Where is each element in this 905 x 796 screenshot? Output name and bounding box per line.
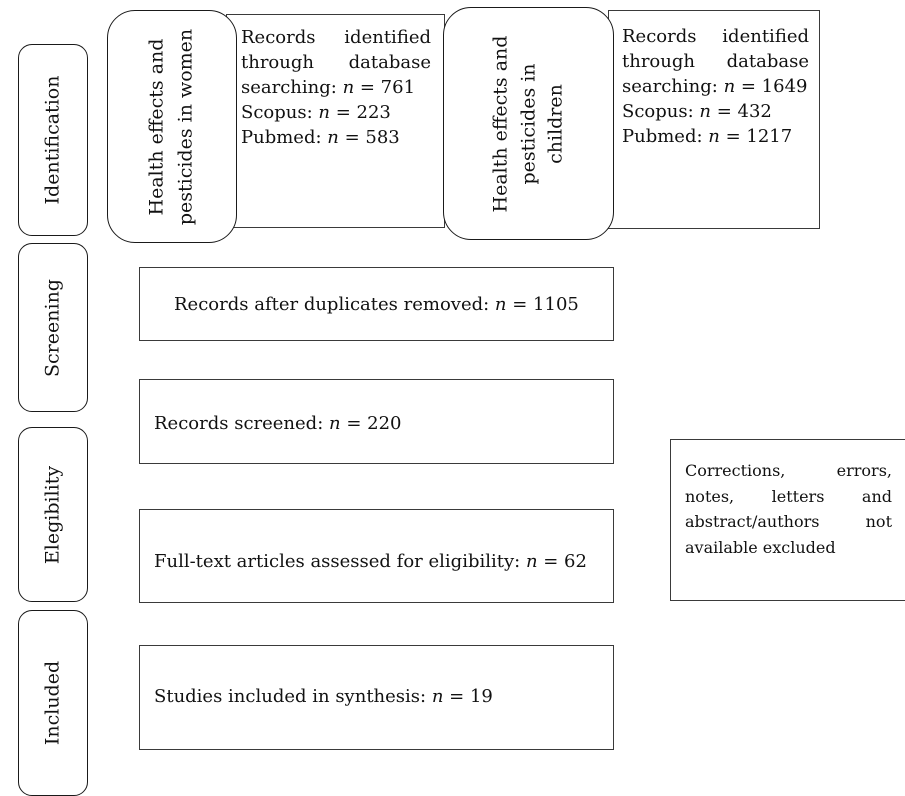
- stage-screening-label: Screening: [41, 278, 64, 377]
- women-category-box: Health effects and pesticides in women: [107, 10, 237, 243]
- children-records-line1: Records identified: [622, 26, 809, 47]
- children-records-text: Records identified through database sear…: [622, 24, 809, 149]
- stage-identification-label: Identification: [41, 75, 64, 205]
- children-records-line2: through database: [622, 51, 809, 72]
- women-records-line1: Records identified: [241, 27, 431, 48]
- women-category-label: Health effects and pesticides in women: [145, 28, 197, 225]
- records-screened-box: Records screened: n = 220: [139, 379, 614, 464]
- fulltext-assessed-box: Full-text articles assessed for eligibil…: [139, 509, 614, 603]
- stage-eligibility: Elegibility: [18, 427, 88, 602]
- fulltext-assessed-text: Full-text articles assessed for eligibil…: [154, 551, 587, 572]
- studies-included-text: Studies included in synthesis: n = 19: [154, 686, 493, 707]
- children-records-box: Records identified through database sear…: [608, 10, 820, 229]
- women-records-line2: through database: [241, 52, 431, 73]
- women-records-text: Records identified through database sear…: [241, 25, 431, 150]
- stage-eligibility-label: Elegibility: [41, 465, 64, 564]
- studies-included-box: Studies included in synthesis: n = 19: [139, 645, 614, 750]
- excluded-line4: available excluded: [685, 537, 836, 557]
- excluded-note-text: Corrections, errors, notes, letters and …: [685, 458, 892, 560]
- excluded-note-box: Corrections, errors, notes, letters and …: [670, 439, 905, 601]
- children-category-label: Health effects and pesticides in childre…: [489, 35, 567, 212]
- women-pubmed-line: Pubmed: n = 583: [241, 127, 400, 148]
- children-records-line3: searching: n = 1649: [622, 76, 808, 97]
- duplicates-removed-box: Records after duplicates removed: n = 11…: [139, 267, 614, 341]
- stage-screening: Screening: [18, 243, 88, 412]
- stage-included: Included: [18, 610, 88, 796]
- records-screened-text: Records screened: n = 220: [154, 413, 402, 434]
- excluded-line3: abstract/authors not: [685, 512, 892, 531]
- children-pubmed-line: Pubmed: n = 1217: [622, 126, 793, 147]
- women-scopus-line: Scopus: n = 223: [241, 102, 391, 123]
- stage-included-label: Included: [41, 660, 64, 746]
- children-category-box: Health effects and pesticides in childre…: [443, 7, 614, 240]
- stage-identification: Identification: [18, 44, 88, 236]
- children-scopus-line: Scopus: n = 432: [622, 101, 772, 122]
- women-records-box: Records identified through database sear…: [226, 14, 445, 228]
- excluded-line2: notes, letters and: [685, 486, 892, 506]
- excluded-line1: Corrections, errors,: [685, 461, 892, 480]
- women-records-line3: searching: n = 761: [241, 77, 416, 98]
- duplicates-removed-text: Records after duplicates removed: n = 11…: [174, 294, 579, 315]
